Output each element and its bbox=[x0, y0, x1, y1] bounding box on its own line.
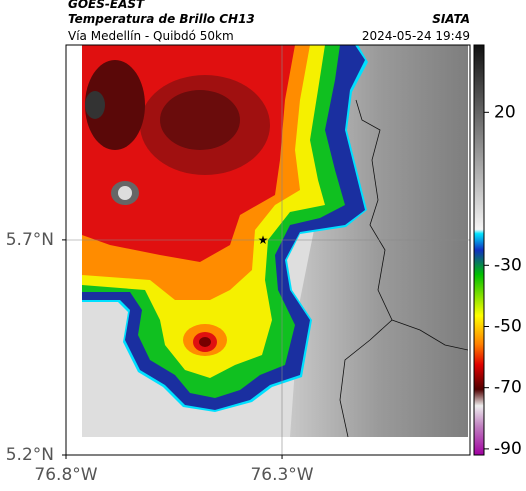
colorbar-tick-label: -30 bbox=[494, 255, 522, 275]
title: Temperatura de Brillo CH13 bbox=[68, 12, 255, 26]
colorbar-tick-label: -90 bbox=[494, 439, 522, 459]
colorbar-tick-label: -50 bbox=[494, 316, 522, 336]
location-marker: ★ bbox=[258, 233, 269, 247]
x-tick-label: 76.8°W bbox=[34, 465, 97, 485]
source: GOES-EAST bbox=[68, 0, 145, 11]
satellite-image bbox=[82, 45, 468, 437]
subtitle: Vía Medellín - Quibdó 50km bbox=[68, 29, 234, 43]
colorbar-tick-label: -70 bbox=[494, 378, 522, 398]
colorbar-tick-label: 20 bbox=[494, 102, 516, 122]
timestamp: 2024-05-24 19:49 bbox=[362, 29, 470, 43]
x-tick-label: 76.3°W bbox=[250, 465, 313, 485]
y-tick-label: 5.7°N bbox=[6, 230, 54, 250]
map-frame bbox=[65, 44, 471, 456]
colorbar bbox=[473, 44, 485, 456]
y-tick-label: 5.2°N bbox=[6, 445, 54, 465]
org: SIATA bbox=[432, 12, 470, 26]
